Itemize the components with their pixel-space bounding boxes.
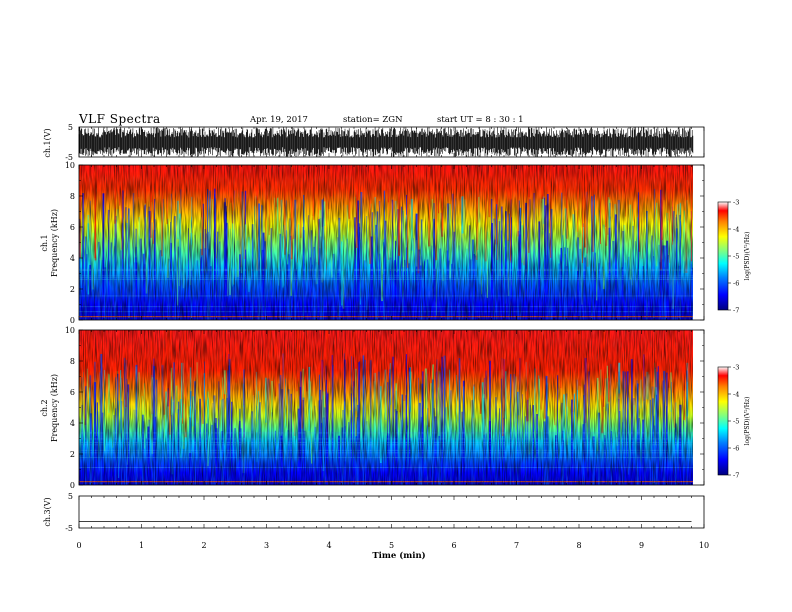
y-tick-label: 4 [70, 419, 75, 428]
spectrogram-ch1-panel [79, 165, 693, 320]
x-tick-label: 7 [514, 541, 519, 550]
colorbar-tick-label: -7 [733, 307, 739, 315]
colorbar-tick-label: -5 [733, 253, 739, 261]
ch2-freq-label-line2: Frequency (kHz) [50, 374, 59, 442]
station-label: station= ZGN [343, 115, 403, 125]
date-label: Apr. 19, 2017 [250, 115, 308, 125]
ch1-freq-label-line2: Frequency (kHz) [50, 209, 59, 277]
start-time-label: start UT = 8 : 30 : 1 [437, 115, 524, 125]
waveform-ch1-panel [78, 127, 694, 157]
colorbar-tick-label: -6 [733, 445, 739, 453]
colorbar-ch2-label: log(PSD)(V²/Hz) [744, 397, 751, 446]
spectrogram-ch2-speckle [79, 330, 693, 485]
y-tick-label: 2 [70, 285, 75, 294]
colorbar-tick-label: -3 [733, 199, 739, 207]
x-tick-label: 1 [139, 541, 144, 550]
y-tick-label: 0 [70, 481, 75, 490]
y-tick-label: 5 [68, 123, 73, 132]
x-tick-label: 8 [576, 541, 581, 550]
ch1-volt-label: ch.1(V) [43, 128, 52, 157]
y-tick-label: 10 [65, 161, 75, 170]
ch3-volt-label: ch.3(V) [43, 497, 52, 526]
colorbar-tick-label: -4 [733, 226, 739, 234]
colorbar-tick-label: -6 [733, 280, 739, 288]
colorbar-tick-label: -4 [733, 391, 739, 399]
y-tick-label: 5 [68, 492, 73, 501]
x-tick-label: 4 [326, 541, 331, 550]
x-tick-label: 3 [264, 541, 269, 550]
ch1-freq-label-line1: ch.1 [40, 234, 49, 251]
colorbar-ch1-label: log(PSD)(V²/Hz) [744, 232, 751, 281]
panel-frame-w3 [78, 495, 705, 529]
y-tick-label: 8 [70, 192, 75, 201]
x-tick-label: 0 [76, 541, 81, 550]
x-tick-label: 2 [201, 541, 206, 550]
y-tick-label: 4 [70, 254, 75, 263]
y-tick-label: 10 [65, 326, 75, 335]
y-tick-label: 2 [70, 450, 75, 459]
x-tick-label: 6 [451, 541, 456, 550]
y-tick-label: -5 [65, 524, 73, 533]
colorbar-tick-label: -3 [733, 364, 739, 372]
x-axis-label: Time (min) [372, 550, 425, 561]
x-tick-label: 10 [699, 541, 709, 550]
y-tick-label: 6 [70, 223, 75, 232]
y-tick-label: -5 [65, 153, 73, 162]
colorbar-tick-label: -5 [733, 418, 739, 426]
ch1-waveform-trace [78, 127, 694, 157]
colorbar-tick-label: -7 [733, 472, 739, 480]
figure-title: VLF Spectra [79, 112, 161, 126]
x-tick-label: 9 [639, 541, 644, 550]
y-tick-label: 0 [70, 316, 75, 325]
spectrogram-ch2-panel [79, 330, 693, 485]
spectrogram-ch1-speckle [79, 165, 693, 320]
y-tick-label: 6 [70, 388, 75, 397]
y-tick-label: 8 [70, 357, 75, 366]
ch2-freq-label-line1: ch.2 [40, 399, 49, 416]
x-tick-label: 5 [389, 541, 394, 550]
